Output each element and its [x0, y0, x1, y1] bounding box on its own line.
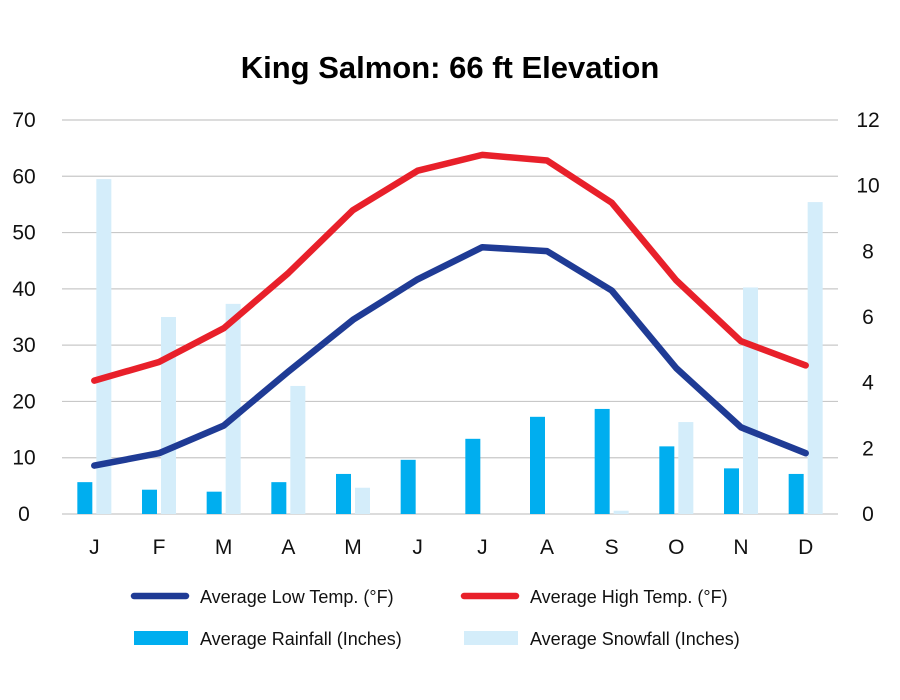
x-tick-label: J [412, 536, 423, 559]
x-tick-label: F [153, 536, 166, 559]
snowfall-bar [161, 317, 176, 514]
left-tick-label: 70 [12, 109, 35, 132]
rainfall-bar [724, 468, 739, 514]
x-tick-label: J [477, 536, 488, 559]
gridlines [62, 119, 838, 515]
x-tick-label: M [344, 536, 362, 559]
x-tick-label: O [668, 536, 684, 559]
snowfall-bar [96, 179, 112, 514]
legend-label: Average High Temp. (°F) [530, 587, 728, 607]
left-tick-label: 40 [12, 278, 35, 301]
left-tick-label: 0 [18, 503, 30, 526]
rainfall-bar [465, 438, 481, 514]
left-tick-label: 50 [12, 222, 35, 245]
rainfall-bar [530, 416, 545, 514]
snowfall-bar [743, 287, 758, 514]
right-tick-label: 10 [856, 175, 879, 198]
legend: Average Low Temp. (°F) Average High Temp.… [130, 587, 740, 649]
x-tick-label: S [605, 536, 619, 559]
right-tick-label: 0 [862, 503, 874, 526]
rainfall-bar [142, 489, 157, 514]
legend-swatch-bar [134, 631, 188, 645]
snowfall-bar [355, 487, 370, 514]
right-tick-label: 6 [862, 306, 874, 329]
snowfall-bar [678, 422, 694, 514]
low-temp-line [91, 243, 809, 469]
snowfall-bar [807, 202, 823, 515]
rainfall-bar [659, 446, 675, 514]
left-axis: 0 10 20 30 40 50 60 70 [12, 109, 35, 526]
legend-swatch-bar [464, 631, 518, 645]
x-tick-label: N [733, 536, 748, 559]
right-tick-label: 8 [862, 240, 874, 263]
rainfall-bar [206, 491, 222, 514]
right-tick-label: 12 [856, 109, 879, 132]
right-tick-label: 4 [862, 372, 874, 395]
x-tick-label: A [540, 536, 554, 559]
rainfall-bar [594, 408, 610, 514]
rainfall-bar [271, 482, 287, 514]
line-series [91, 151, 809, 469]
legend-label: Average Low Temp. (°F) [200, 587, 394, 607]
x-tick-label: M [215, 536, 233, 559]
snowfall-bar [290, 385, 306, 514]
left-tick-label: 30 [12, 334, 35, 357]
x-tick-label: D [798, 536, 813, 559]
rainfall-bar [400, 459, 416, 514]
right-tick-label: 2 [862, 437, 874, 460]
rainfall-bar [788, 473, 804, 514]
legend-label: Average Rainfall (Inches) [200, 629, 402, 649]
x-tick-label: J [89, 536, 100, 559]
rainfall-bar [336, 473, 351, 514]
left-tick-label: 60 [12, 165, 35, 188]
legend-label: Average Snowfall (Inches) [530, 629, 740, 649]
snowfall-bar [613, 510, 629, 514]
snowfall-bar [225, 303, 241, 514]
chart-title: King Salmon: 66 ft Elevation [241, 50, 660, 85]
left-tick-label: 10 [12, 447, 35, 470]
rainfall-bar [77, 482, 93, 514]
left-tick-label: 20 [12, 390, 35, 413]
high-temp-line [91, 151, 809, 384]
right-axis: 0 2 4 6 8 10 12 [856, 109, 879, 526]
x-tick-label: A [281, 536, 295, 559]
